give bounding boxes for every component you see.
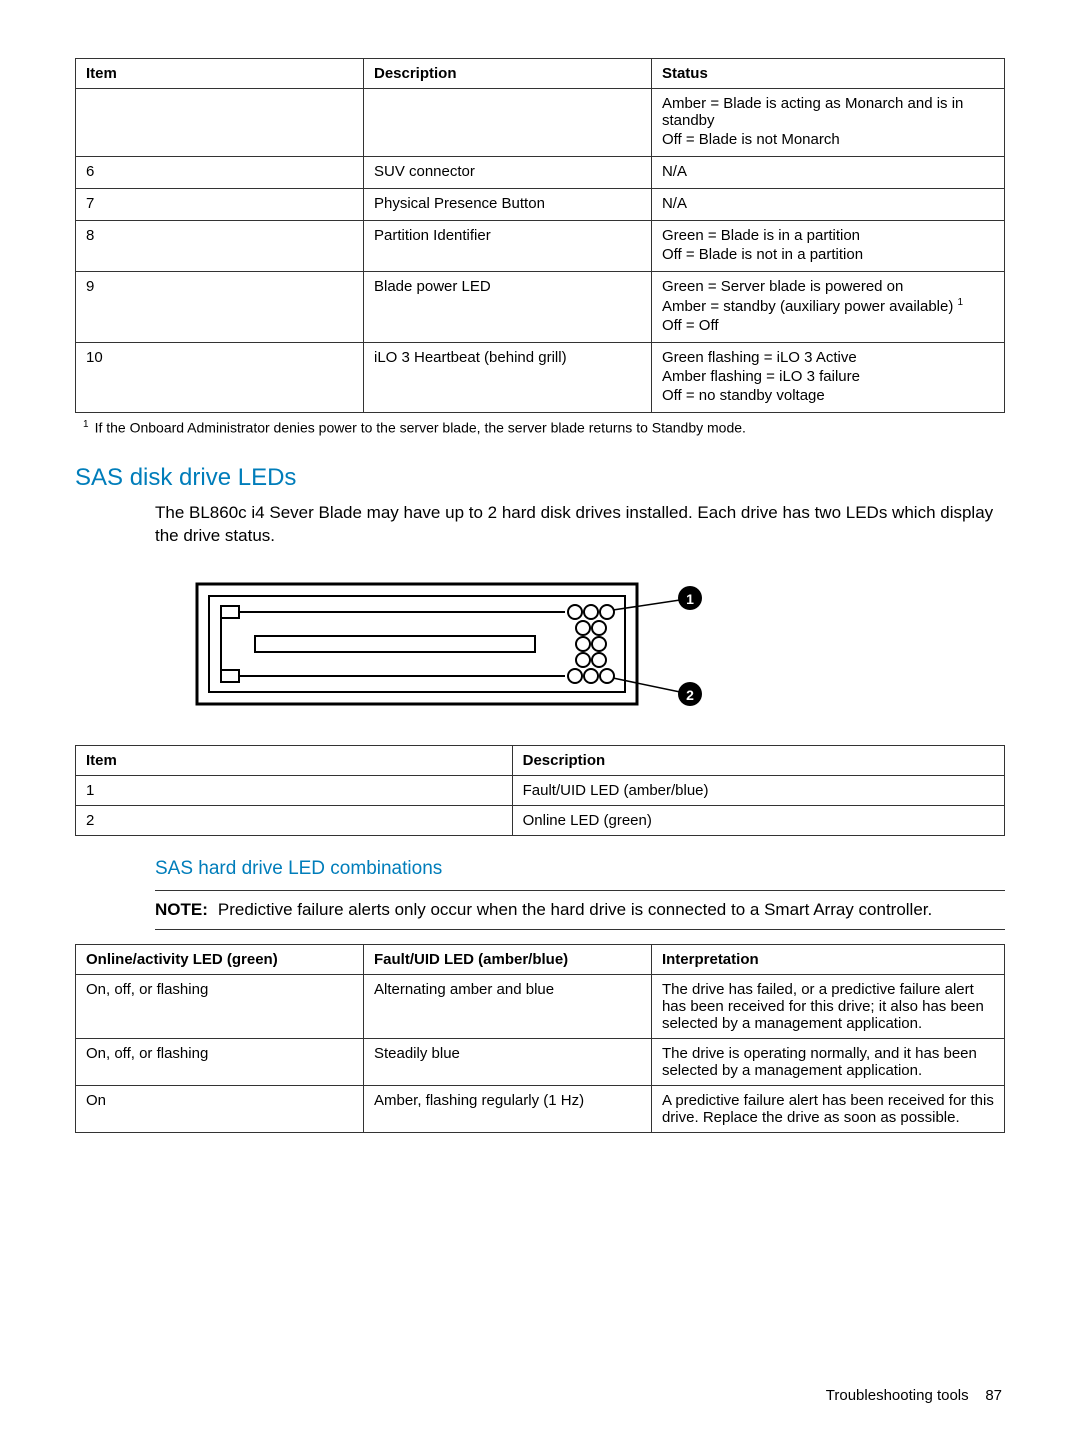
table-cell: On, off, or flashing (76, 975, 364, 1039)
table-cell: Amber, flashing regularly (1 Hz) (363, 1086, 651, 1133)
table-cell: The drive is operating normally, and it … (651, 1039, 1004, 1086)
table-cell: On, off, or flashing (76, 1039, 364, 1086)
table-cell: N/A (651, 189, 1004, 221)
table-cell: N/A (651, 157, 1004, 189)
table-cell: A predictive failure alert has been rece… (651, 1086, 1004, 1133)
table-cell: Amber = Blade is acting as Monarch and i… (651, 89, 1004, 157)
table-cell: The drive has failed, or a predictive fa… (651, 975, 1004, 1039)
table-cell: Green = Blade is in a partitionOff = Bla… (651, 221, 1004, 272)
table-cell: On (76, 1086, 364, 1133)
col-desc-2: Description (512, 745, 1004, 775)
table-cell: 10 (76, 343, 364, 413)
table-cell: Online LED (green) (512, 805, 1004, 835)
table-cell: SUV connector (363, 157, 651, 189)
table-cell: 6 (76, 157, 364, 189)
table-cell: Blade power LED (363, 272, 651, 343)
table-cell: iLO 3 Heartbeat (behind grill) (363, 343, 651, 413)
col-online: Online/activity LED (green) (76, 945, 364, 975)
led-status-table: Item Description Status Amber = Blade is… (75, 58, 1005, 413)
col-fault: Fault/UID LED (amber/blue) (363, 945, 651, 975)
table-cell: 9 (76, 272, 364, 343)
note-block: NOTE: Predictive failure alerts only occu… (155, 890, 1005, 931)
table-cell: Physical Presence Button (363, 189, 651, 221)
drive-diagram: 1 2 (195, 576, 1005, 721)
table-cell: Green = Server blade is powered onAmber … (651, 272, 1004, 343)
table-cell: 8 (76, 221, 364, 272)
sas-body-text: The BL860c i4 Sever Blade may have up to… (155, 502, 1001, 548)
heading-sas-disk-drive-leds: SAS disk drive LEDs (75, 464, 1005, 492)
table-cell: Steadily blue (363, 1039, 651, 1086)
table-cell: Green flashing = iLO 3 ActiveAmber flash… (651, 343, 1004, 413)
table-cell: Partition Identifier (363, 221, 651, 272)
note-text: Predictive failure alerts only occur whe… (218, 900, 932, 919)
col-status: Status (651, 59, 1004, 89)
heading-sas-hard-drive-led-combinations: SAS hard drive LED combinations (155, 858, 1005, 880)
table-cell (76, 89, 364, 157)
page-footer: Troubleshooting tools 87 (826, 1387, 1002, 1404)
table-cell: 1 (76, 775, 513, 805)
table-cell: Fault/UID LED (amber/blue) (512, 775, 1004, 805)
drive-led-table: Item Description 1Fault/UID LED (amber/b… (75, 745, 1005, 836)
col-description: Description (363, 59, 651, 89)
table-cell: Alternating amber and blue (363, 975, 651, 1039)
svg-text:2: 2 (686, 687, 694, 703)
col-item: Item (76, 59, 364, 89)
footnote-1: 1If the Onboard Administrator denies pow… (83, 419, 1005, 436)
col-item-2: Item (76, 745, 513, 775)
table-cell: 7 (76, 189, 364, 221)
table-cell (363, 89, 651, 157)
note-label: NOTE: (155, 900, 208, 919)
col-interpretation: Interpretation (651, 945, 1004, 975)
svg-text:1: 1 (686, 591, 694, 607)
table-cell: 2 (76, 805, 513, 835)
led-combinations-table: Online/activity LED (green) Fault/UID LE… (75, 944, 1005, 1133)
